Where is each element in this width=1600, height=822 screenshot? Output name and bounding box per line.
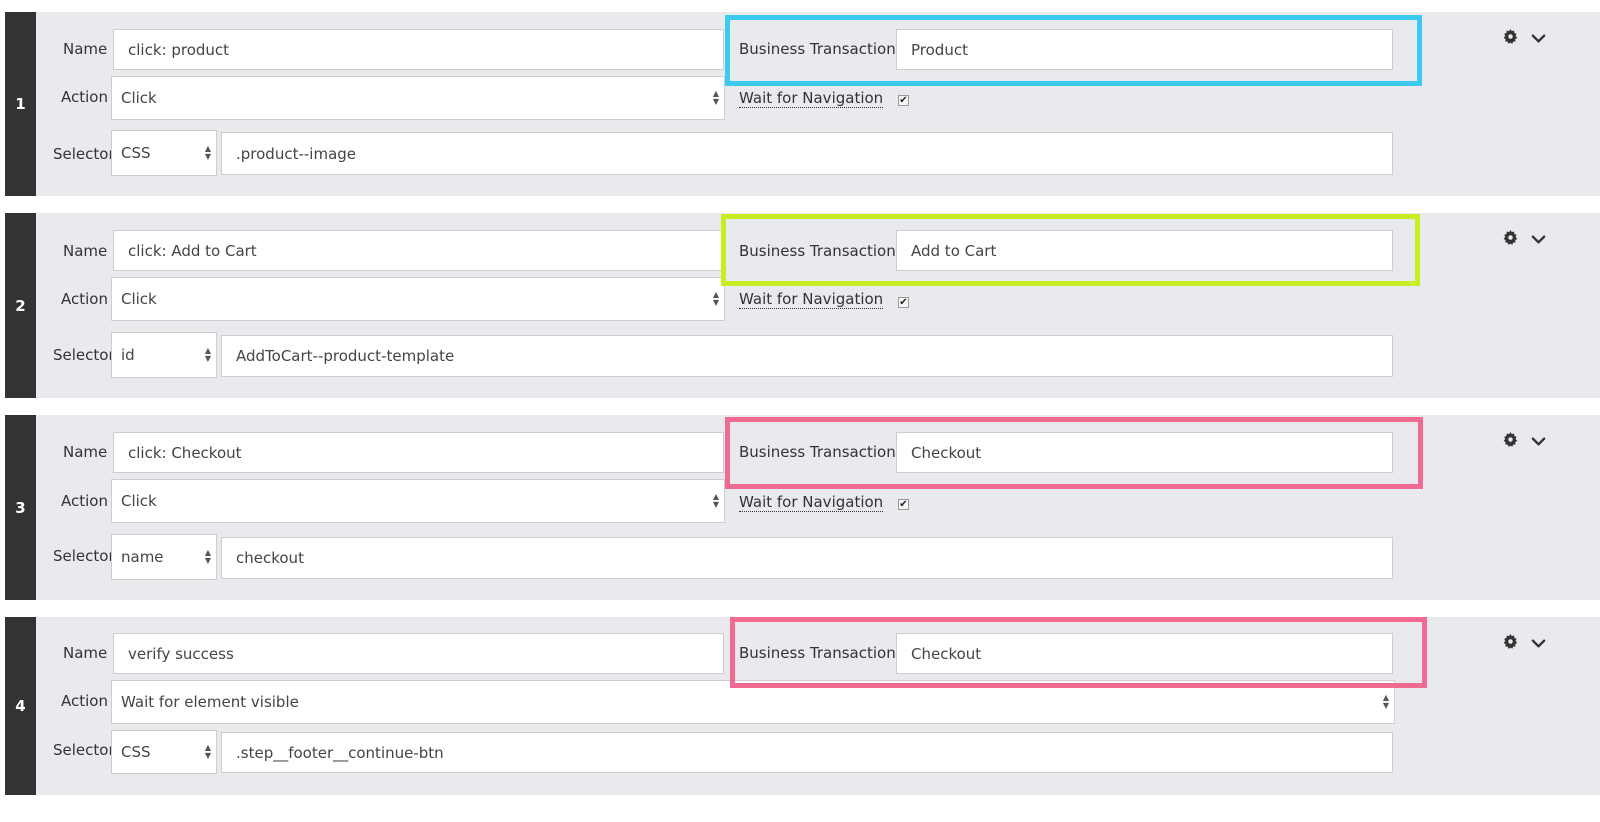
selector-value-input[interactable]: AddToCart--product-template (221, 335, 1393, 377)
name-label: Name (63, 40, 108, 58)
step-number: 1 (5, 12, 36, 196)
selector-type-value: CSS (121, 743, 151, 761)
select-arrows-icon: ▲ ▼ (204, 144, 211, 161)
gear-icon[interactable] (1503, 29, 1518, 44)
business-transaction-input[interactable]: Add to Cart (896, 230, 1393, 271)
chevron-down-icon[interactable] (1531, 636, 1546, 651)
name-label: Name (63, 644, 108, 662)
business-transaction-input[interactable]: Checkout (896, 633, 1393, 674)
select-arrows-icon: ▲ ▼ (712, 89, 719, 106)
chevron-down-icon[interactable] (1531, 31, 1546, 46)
action-select[interactable]: Wait for element visible ▲ ▼ (111, 680, 1395, 724)
selector-label: Selector (53, 145, 115, 163)
selector-type-value: id (121, 346, 135, 364)
business-transaction-label: Business Transaction (739, 644, 896, 662)
step-card: 4 Name verify success Business Transacti… (5, 617, 1600, 795)
business-transaction-label: Business Transaction (739, 40, 896, 58)
wait-for-navigation-label: Wait for Navigation (739, 89, 884, 108)
chevron-down-icon[interactable] (1531, 434, 1546, 449)
selector-type-select[interactable]: name ▲ ▼ (111, 534, 217, 580)
action-select[interactable]: Click ▲ ▼ (111, 479, 725, 523)
name-input[interactable]: click: Checkout (113, 432, 724, 473)
business-transaction-label: Business Transaction (739, 242, 896, 260)
gear-icon[interactable] (1503, 634, 1518, 649)
selector-value-input[interactable]: checkout (221, 537, 1393, 579)
business-transaction-label: Business Transaction (739, 443, 896, 461)
business-transaction-input[interactable]: Product (896, 29, 1393, 70)
wait-for-navigation-checkbox[interactable]: ✔ (898, 297, 909, 308)
selector-type-select[interactable]: id ▲ ▼ (111, 332, 217, 378)
action-select[interactable]: Click ▲ ▼ (111, 76, 725, 120)
select-arrows-icon: ▲ ▼ (204, 548, 211, 565)
gear-icon[interactable] (1503, 432, 1518, 447)
step-number: 4 (5, 617, 36, 795)
action-select[interactable]: Click ▲ ▼ (111, 277, 725, 321)
step-card: 1 Name click: product Business Transacti… (5, 12, 1600, 196)
name-input[interactable]: verify success (113, 633, 724, 674)
name-label: Name (63, 443, 108, 461)
selector-type-value: name (121, 548, 164, 566)
name-label: Name (63, 242, 108, 260)
action-select-value: Click (121, 89, 157, 107)
step-card: 3 Name click: Checkout Business Transact… (5, 415, 1600, 600)
select-arrows-icon: ▲ ▼ (712, 290, 719, 307)
select-arrows-icon: ▲ ▼ (712, 492, 719, 509)
selector-label: Selector (53, 741, 115, 759)
wait-for-navigation-label: Wait for Navigation (739, 290, 884, 309)
business-transaction-input[interactable]: Checkout (896, 432, 1393, 473)
action-select-value: Wait for element visible (121, 693, 299, 711)
wait-for-navigation-label: Wait for Navigation (739, 493, 884, 512)
name-input[interactable]: click: product (113, 29, 724, 70)
chevron-down-icon[interactable] (1531, 232, 1546, 247)
selector-type-value: CSS (121, 144, 151, 162)
select-arrows-icon: ▲ ▼ (204, 743, 211, 760)
selector-label: Selector (53, 547, 115, 565)
action-select-value: Click (121, 492, 157, 510)
selector-value-input[interactable]: .step__footer__continue-btn (221, 732, 1393, 773)
action-select-value: Click (121, 290, 157, 308)
action-label: Action (61, 692, 108, 710)
name-input[interactable]: click: Add to Cart (113, 230, 724, 271)
select-arrows-icon: ▲ ▼ (204, 346, 211, 363)
select-arrows-icon: ▲ ▼ (1382, 693, 1389, 710)
selector-type-select[interactable]: CSS ▲ ▼ (111, 730, 217, 774)
gear-icon[interactable] (1503, 230, 1518, 245)
step-card: 2 Name click: Add to Cart Business Trans… (5, 213, 1600, 398)
selector-type-select[interactable]: CSS ▲ ▼ (111, 130, 217, 176)
action-label: Action (61, 290, 108, 308)
action-label: Action (61, 88, 108, 106)
step-number: 3 (5, 415, 36, 600)
selector-label: Selector (53, 346, 115, 364)
action-label: Action (61, 492, 108, 510)
wait-for-navigation-checkbox[interactable]: ✔ (898, 95, 909, 106)
wait-for-navigation-checkbox[interactable]: ✔ (898, 499, 909, 510)
step-number: 2 (5, 213, 36, 398)
selector-value-input[interactable]: .product--image (221, 132, 1393, 175)
